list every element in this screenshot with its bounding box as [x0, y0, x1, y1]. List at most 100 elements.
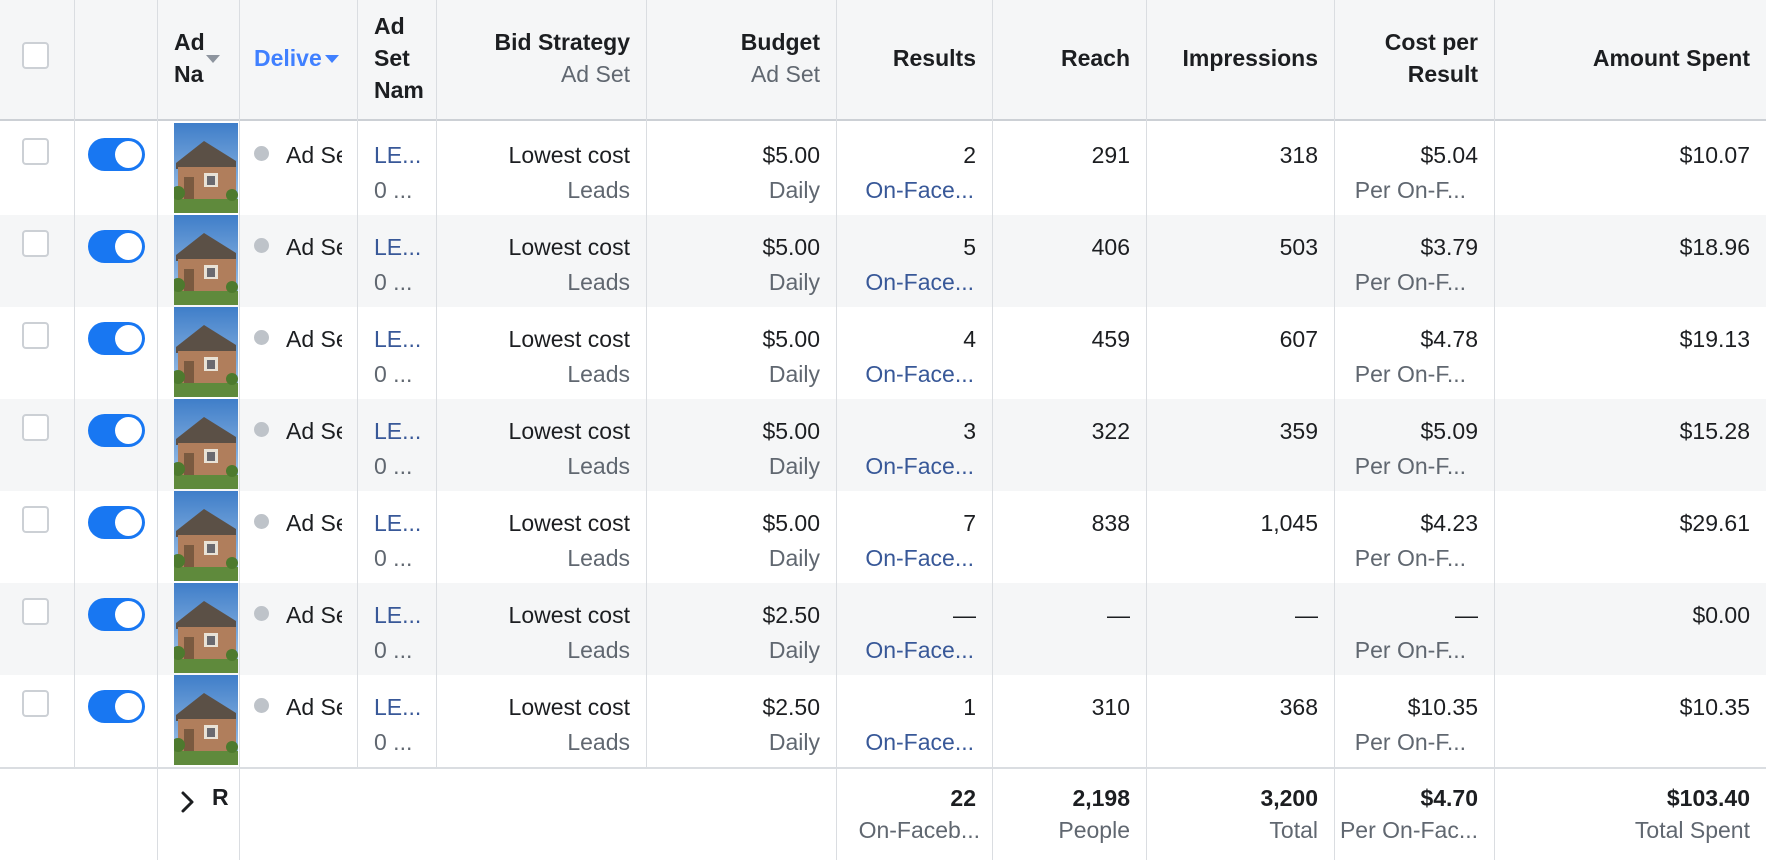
ad-set-link[interactable]: LE... — [374, 142, 422, 168]
column-header-ad-name[interactable]: Ad Na — [174, 29, 205, 87]
ad-thumbnail-image[interactable] — [174, 215, 238, 305]
budget-cell[interactable]: $2.50 Daily — [648, 675, 820, 767]
select-all-checkbox[interactable] — [22, 42, 49, 69]
ad-set-name-cell[interactable]: LE... 0 ... — [372, 491, 434, 583]
ad-status-toggle[interactable] — [88, 414, 145, 447]
ad-set-link[interactable]: LE... — [374, 234, 422, 260]
column-header-budget[interactable]: Budget Ad Set — [740, 29, 820, 87]
budget-value[interactable]: $2.50 — [762, 694, 820, 720]
budget-value[interactable]: $5.00 — [762, 510, 820, 536]
ad-set-name-cell[interactable]: LE... 0 ... — [372, 675, 434, 767]
budget-value[interactable]: $5.00 — [762, 234, 820, 260]
results-type-link[interactable]: On-Face... — [865, 269, 974, 295]
budget-sub: Daily — [768, 361, 820, 387]
table-row[interactable]: Ad Se LE... 0 ... Lowest cost Leads $2.5… — [0, 675, 1766, 767]
budget-cell[interactable]: $2.50 Daily — [648, 583, 820, 675]
row-checkbox[interactable] — [22, 230, 49, 257]
ad-name-cell[interactable]: Ad Se — [284, 215, 342, 307]
ad-name-cell[interactable]: Ad Se — [284, 675, 342, 767]
ad-status-toggle[interactable] — [88, 322, 145, 355]
column-header-bid-strategy[interactable]: Bid Strategy Ad Set — [494, 29, 630, 87]
results-type-link[interactable]: On-Face... — [865, 453, 974, 479]
row-checkbox[interactable] — [22, 414, 49, 441]
chevron-right-icon[interactable] — [178, 790, 198, 814]
ad-set-link[interactable]: LE... — [374, 326, 422, 352]
ad-name-cell[interactable]: Ad Se — [284, 307, 342, 399]
table-row[interactable]: Ad Se LE... 0 ... Lowest cost Leads $2.5… — [0, 583, 1766, 675]
budget-value[interactable]: $5.00 — [762, 326, 820, 352]
ad-name[interactable]: Ad Se — [286, 602, 342, 628]
amount-spent-cell: $10.35 — [1496, 675, 1750, 767]
ad-name[interactable]: Ad Se — [286, 142, 342, 168]
column-header-cost-per-result[interactable]: Cost per Result — [1384, 29, 1478, 87]
row-checkbox[interactable] — [22, 138, 49, 165]
budget-cell[interactable]: $5.00 Daily — [648, 399, 820, 491]
row-checkbox[interactable] — [22, 322, 49, 349]
ad-set-sub: 0 ... — [374, 177, 413, 203]
ad-thumbnail-image[interactable] — [174, 307, 238, 397]
row-checkbox[interactable] — [22, 690, 49, 717]
ad-status-toggle[interactable] — [88, 138, 145, 171]
table-row[interactable]: Ad Se LE... 0 ... Lowest cost Leads $5.0… — [0, 215, 1766, 307]
ad-set-link[interactable]: LE... — [374, 694, 422, 720]
ad-name[interactable]: Ad Se — [286, 326, 342, 352]
ad-name[interactable]: Ad Se — [286, 510, 342, 536]
budget-cell[interactable]: $5.00 Daily — [648, 123, 820, 215]
footer-expand[interactable]: R — [158, 769, 240, 860]
ad-status-toggle[interactable] — [88, 598, 145, 631]
ad-set-link[interactable]: LE... — [374, 418, 422, 444]
results-type-link[interactable]: On-Face... — [865, 729, 974, 755]
budget-value[interactable]: $2.50 — [762, 602, 820, 628]
ad-status-toggle[interactable] — [88, 230, 145, 263]
ad-set-name-cell[interactable]: LE... 0 ... — [372, 123, 434, 215]
cost-per-result-value: — — [1455, 602, 1478, 628]
ad-thumbnail-image[interactable] — [174, 123, 238, 213]
ad-status-toggle[interactable] — [88, 690, 145, 723]
sort-caret-active-icon[interactable] — [325, 55, 339, 63]
ad-set-name-cell[interactable]: LE... 0 ... — [372, 583, 434, 675]
budget-cell[interactable]: $5.00 Daily — [648, 215, 820, 307]
bid-strategy-sub: Leads — [567, 361, 630, 387]
column-header-results[interactable]: Results — [892, 45, 976, 71]
ad-name-cell[interactable]: Ad Se — [284, 491, 342, 583]
results-type-link[interactable]: On-Face... — [865, 637, 974, 663]
ad-thumbnail-image[interactable] — [174, 675, 238, 765]
row-checkbox[interactable] — [22, 506, 49, 533]
results-type-link[interactable]: On-Face... — [865, 361, 974, 387]
delivery-status-dot — [254, 238, 269, 253]
ad-name-cell[interactable]: Ad Se — [284, 123, 342, 215]
sort-caret-icon[interactable] — [206, 55, 220, 63]
results-type-link[interactable]: On-Face... — [865, 177, 974, 203]
amount-spent-value: $10.07 — [1679, 142, 1750, 168]
column-header-delivery[interactable]: Delive — [254, 45, 322, 71]
column-header-amount-spent[interactable]: Amount Spent — [1592, 45, 1750, 71]
column-header-reach[interactable]: Reach — [1060, 45, 1130, 71]
budget-value[interactable]: $5.00 — [762, 418, 820, 444]
results-type-link[interactable]: On-Face... — [865, 545, 974, 571]
ad-thumbnail-image[interactable] — [174, 583, 238, 673]
ad-name-cell[interactable]: Ad Se — [284, 583, 342, 675]
ad-status-toggle[interactable] — [88, 506, 145, 539]
column-header-impressions[interactable]: Impressions — [1182, 45, 1319, 71]
table-row[interactable]: Ad Se LE... 0 ... Lowest cost Leads $5.0… — [0, 399, 1766, 491]
table-row[interactable]: Ad Se LE... 0 ... Lowest cost Leads $5.0… — [0, 307, 1766, 399]
ad-name[interactable]: Ad Se — [286, 694, 342, 720]
ad-name[interactable]: Ad Se — [286, 234, 342, 260]
amount-spent-cell: $29.61 — [1496, 491, 1750, 583]
budget-value[interactable]: $5.00 — [762, 142, 820, 168]
column-header-ad-set-name[interactable]: Ad Set Nam — [374, 13, 424, 103]
ad-set-link[interactable]: LE... — [374, 602, 422, 628]
table-row[interactable]: Ad Se LE... 0 ... Lowest cost Leads $5.0… — [0, 491, 1766, 583]
ad-name[interactable]: Ad Se — [286, 418, 342, 444]
budget-cell[interactable]: $5.00 Daily — [648, 491, 820, 583]
ad-set-name-cell[interactable]: LE... 0 ... — [372, 399, 434, 491]
ad-thumbnail-image[interactable] — [174, 491, 238, 581]
ad-thumbnail-image[interactable] — [174, 399, 238, 489]
table-row[interactable]: Ad Se LE... 0 ... Lowest cost Leads $5.0… — [0, 123, 1766, 215]
ad-name-cell[interactable]: Ad Se — [284, 399, 342, 491]
ad-set-name-cell[interactable]: LE... 0 ... — [372, 307, 434, 399]
budget-cell[interactable]: $5.00 Daily — [648, 307, 820, 399]
ad-set-name-cell[interactable]: LE... 0 ... — [372, 215, 434, 307]
ad-set-link[interactable]: LE... — [374, 510, 422, 536]
row-checkbox[interactable] — [22, 598, 49, 625]
